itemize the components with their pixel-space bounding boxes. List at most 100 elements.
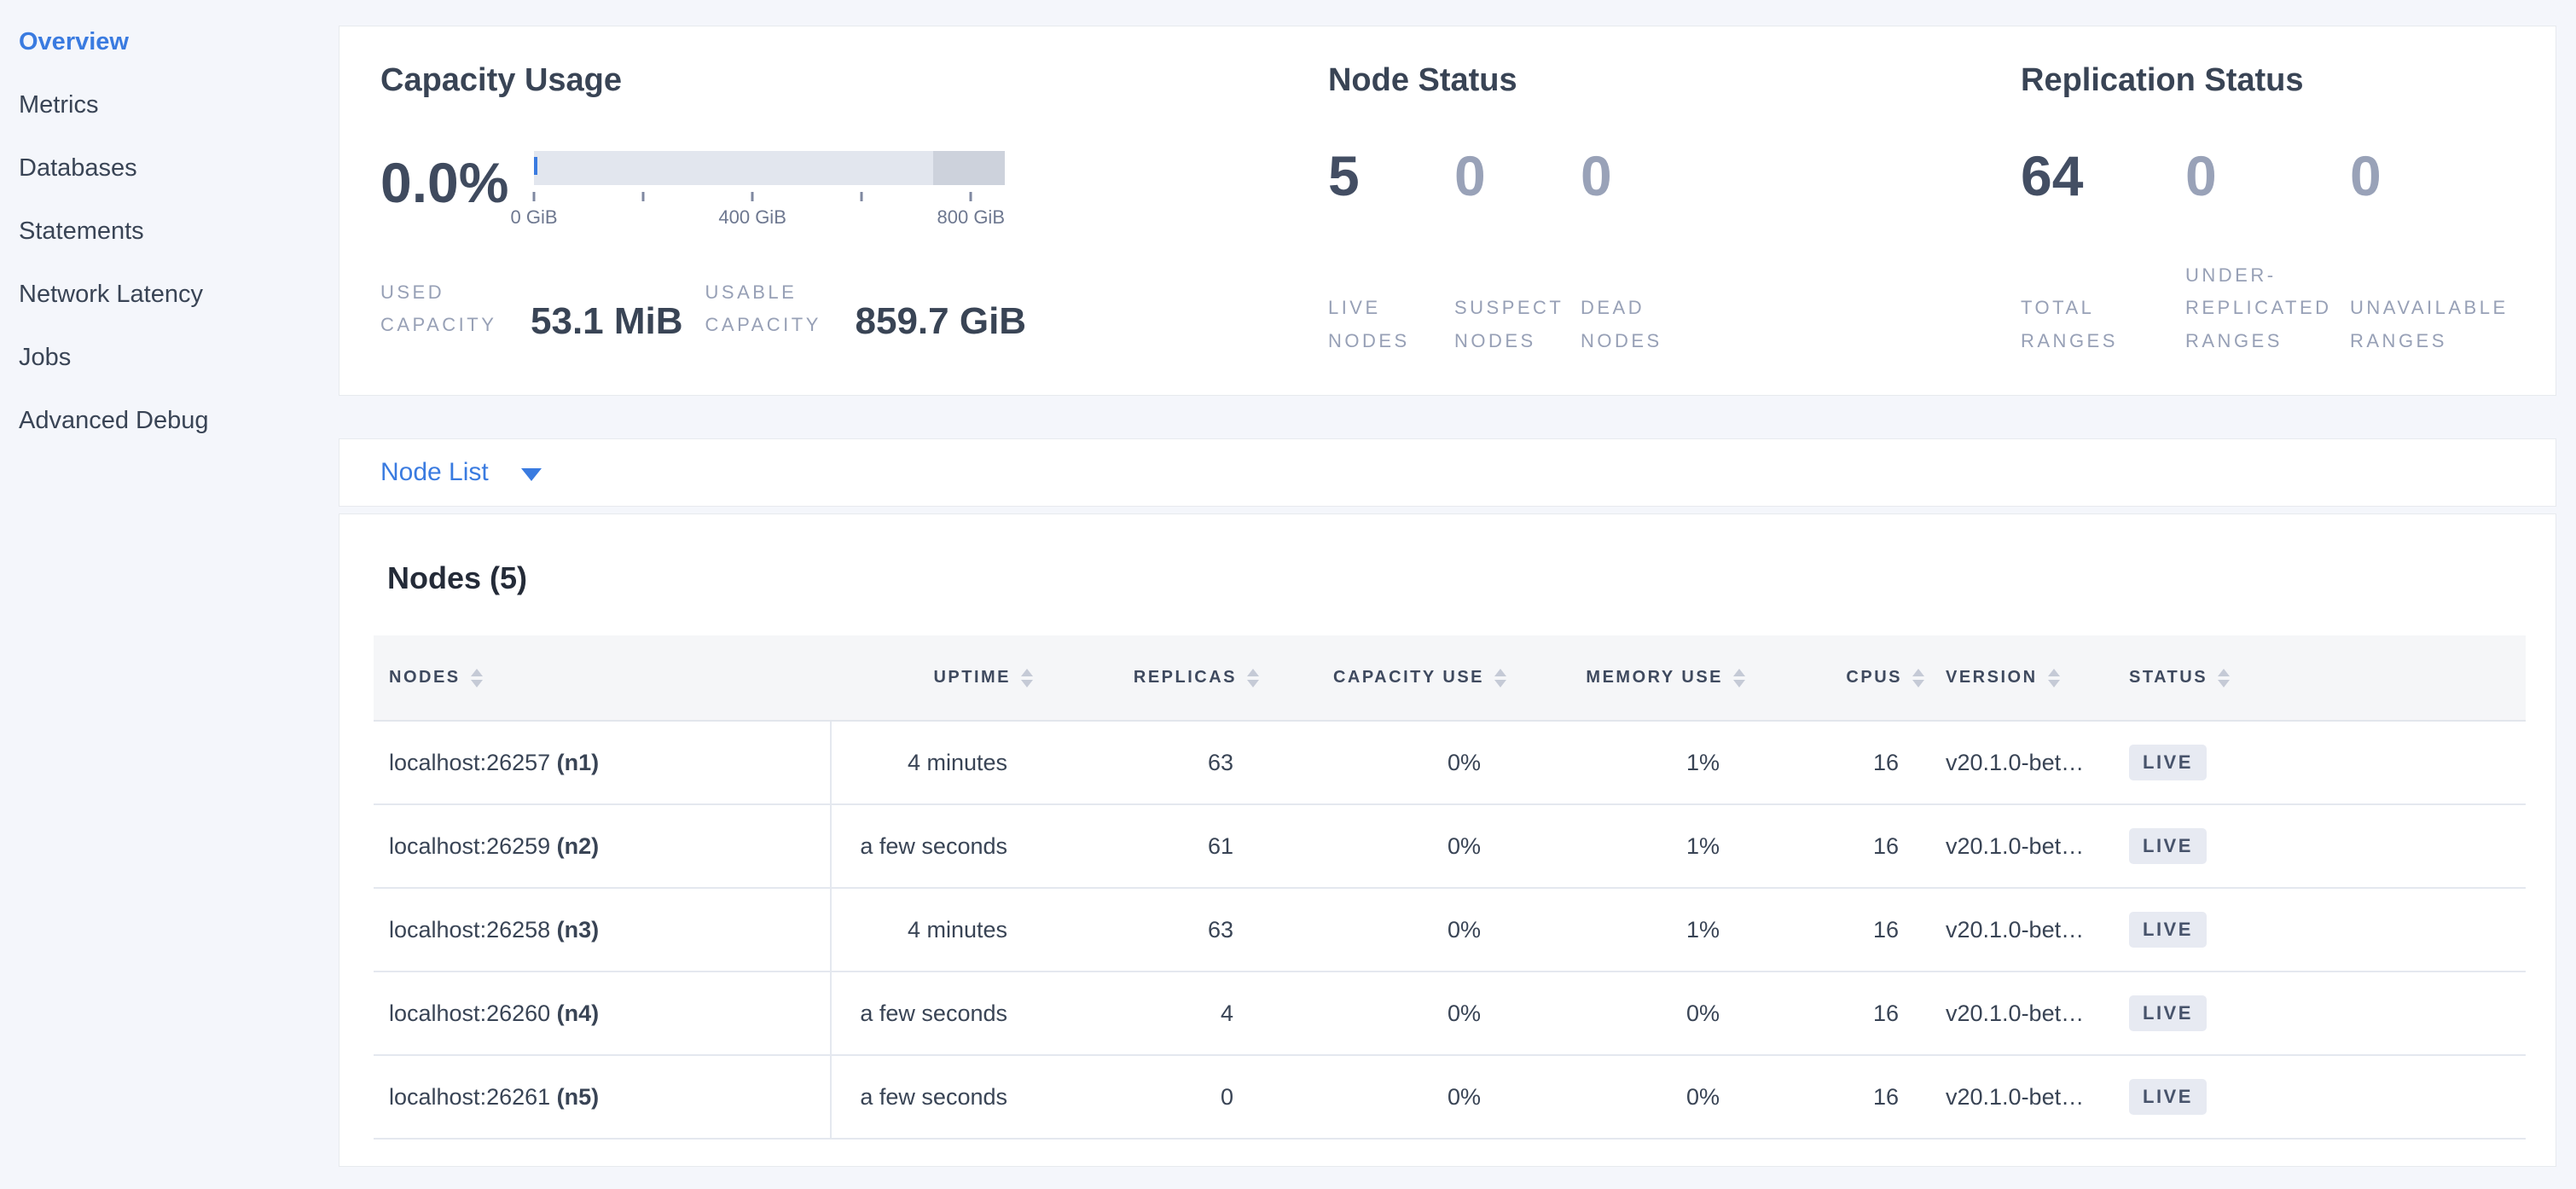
memory_use-cell: 1% (1506, 888, 1745, 972)
capacity_use-cell: 0% (1259, 888, 1506, 972)
sidebar-item-overview[interactable]: Overview (19, 27, 129, 55)
sidebar-item-advanced-debug[interactable]: Advanced Debug (19, 406, 209, 434)
replicas-cell: 61 (1033, 804, 1259, 889)
version-cell: v20.1.0-bet… (1924, 888, 2108, 972)
sort-icon[interactable] (2047, 668, 2060, 687)
live-nodes-stat: 5 LIVE NODES (1328, 148, 1454, 357)
capacity_use-cell: 0% (1259, 804, 1506, 889)
status-badge: LIVE (2129, 745, 2207, 780)
column-label: VERSION (1946, 668, 2038, 687)
column-label: MEMORY USE (1586, 668, 1723, 687)
column-header-cpus[interactable]: CPUS (1745, 635, 1924, 722)
sort-icon[interactable] (470, 668, 483, 687)
column-header-uptime[interactable]: UPTIME (831, 635, 1033, 722)
column-label: STATUS (2129, 668, 2208, 687)
node-id: (n5) (556, 1083, 600, 1110)
column-header-version[interactable]: VERSION (1924, 635, 2108, 722)
capacity-usage-title: Capacity Usage (380, 62, 623, 98)
cpus-cell: 16 (1745, 1055, 1924, 1140)
sort-icon[interactable] (2218, 668, 2231, 687)
replicas-cell: 63 (1033, 888, 1259, 972)
dead-nodes-stat: 0 DEAD NODES (1581, 148, 1707, 357)
table-row[interactable]: localhost:26260 (n4) a few seconds 4 0% 0% 16… (374, 972, 2526, 1056)
suspect-nodes-value: 0 (1453, 143, 1486, 207)
view-selector[interactable]: Node List (339, 438, 2556, 507)
unavailable-ranges-stat: 0 UNAVAILABLE RANGES (2350, 148, 2515, 357)
column-header-memory_use[interactable]: MEMORY USE (1506, 635, 1745, 722)
node-status-title: Node Status (1327, 62, 1517, 98)
status-badge: LIVE (2129, 828, 2207, 864)
sidebar-item-jobs[interactable]: Jobs (19, 343, 72, 371)
sort-icon[interactable] (1494, 668, 1506, 687)
sidebar-item-databases[interactable]: Databases (19, 154, 137, 182)
cpus-cell: 16 (1745, 888, 1924, 972)
view-selector-label[interactable]: Node List (380, 458, 489, 486)
node-address[interactable]: localhost:26261 (389, 1083, 557, 1110)
replicas-cell: 4 (1033, 972, 1259, 1056)
live-nodes-value: 5 (1327, 143, 1360, 207)
nodes-table-title: Nodes (5) (387, 560, 528, 595)
axis-tick (641, 191, 645, 201)
node-address[interactable]: localhost:26257 (389, 749, 557, 775)
live-nodes-label: LIVE NODES (1327, 297, 1410, 351)
uptime-cell: 4 minutes (831, 721, 1033, 805)
sort-icon[interactable] (1021, 668, 1033, 687)
node-id: (n3) (556, 916, 600, 942)
capacity-percent: 0.0% (380, 150, 509, 214)
suspect-nodes-label: SUSPECT NODES (1453, 297, 1564, 351)
version-cell: v20.1.0-bet… (1924, 804, 2108, 889)
table-row[interactable]: localhost:26257 (n1) 4 minutes 63 0% 1% 16 v20… (374, 721, 2526, 805)
sidebar: Overview Metrics Databases Statements Networ… (0, 0, 339, 1189)
status-cell: LIVE (2108, 804, 2526, 889)
node-address[interactable]: localhost:26260 (389, 1000, 557, 1026)
column-header-node[interactable]: NODES (374, 635, 831, 722)
column-header-capacity_use[interactable]: CAPACITY USE (1259, 635, 1506, 722)
node-address[interactable]: localhost:26258 (389, 916, 557, 942)
version-cell: v20.1.0-bet… (1924, 1055, 2108, 1140)
total-ranges-stat: 64 TOTAL RANGES (2021, 148, 2185, 357)
cpus-cell: 16 (1745, 972, 1924, 1056)
column-label: NODES (389, 668, 461, 687)
sidebar-item-metrics[interactable]: Metrics (19, 90, 99, 119)
axis-tick-label: 0 GiB (510, 206, 558, 228)
axis-tick (969, 191, 972, 201)
column-header-replicas[interactable]: REPLICAS (1033, 635, 1259, 722)
replication-status-section: Replication Status 64 TOTAL RANGES 0 UND… (2021, 62, 2515, 357)
capacity_use-cell: 0% (1259, 721, 1506, 805)
node-id: (n1) (556, 749, 600, 775)
column-header-status[interactable]: STATUS (2108, 635, 2526, 722)
axis-tick-label: 800 GiB (937, 206, 1006, 228)
status-badge: LIVE (2129, 912, 2207, 948)
cluster-summary-card: Capacity Usage 0.0% 0 GiB 400 GiB 800 GiB … (339, 26, 2556, 396)
sort-icon[interactable] (1247, 668, 1259, 687)
node-status-section: Node Status 5 LIVE NODES 0 SUSPECT NODES… (1328, 62, 2021, 357)
total-ranges-label: TOTAL RANGES (2021, 297, 2118, 351)
under-replicated-ranges-value: 0 (2185, 143, 2217, 207)
version-cell: v20.1.0-bet… (1924, 721, 2108, 805)
sidebar-item-statements[interactable]: Statements (19, 217, 144, 245)
memory_use-cell: 0% (1506, 1055, 1745, 1140)
replicas-cell: 0 (1033, 1055, 1259, 1140)
table-row[interactable]: localhost:26258 (n3) 4 minutes 63 0% 1% 16 v20… (374, 888, 2526, 972)
axis-tick (532, 191, 536, 201)
sort-icon[interactable] (1912, 668, 1924, 687)
node-address-cell: localhost:26260 (n4) (374, 972, 832, 1056)
uptime-cell: a few seconds (831, 1055, 1033, 1140)
replicas-cell: 63 (1033, 721, 1259, 805)
sort-icon[interactable] (1733, 668, 1745, 687)
capacity-usage-section: Capacity Usage 0.0% 0 GiB 400 GiB 800 GiB … (380, 62, 1328, 357)
dead-nodes-label: DEAD NODES (1580, 297, 1662, 351)
capacity-gauge-track (534, 150, 1005, 185)
sidebar-item-network-latency[interactable]: Network Latency (19, 280, 203, 308)
suspect-nodes-stat: 0 SUSPECT NODES (1454, 148, 1581, 357)
chevron-down-icon (520, 467, 542, 481)
node-address[interactable]: localhost:26259 (389, 832, 557, 859)
cpus-cell: 16 (1745, 804, 1924, 889)
table-row[interactable]: localhost:26261 (n5) a few seconds 0 0% 0% 16… (374, 1055, 2526, 1140)
table-row[interactable]: localhost:26259 (n2) a few seconds 61 0% 1% 1… (374, 804, 2526, 889)
column-label: REPLICAS (1133, 668, 1237, 687)
used-capacity-label: USED CAPACITY (380, 281, 497, 336)
status-cell: LIVE (2108, 888, 2526, 972)
main-content: Capacity Usage 0.0% 0 GiB 400 GiB 800 GiB … (339, 0, 2556, 1167)
under-replicated-ranges-stat: 0 UNDER-REPLICATED RANGES (2185, 148, 2350, 357)
